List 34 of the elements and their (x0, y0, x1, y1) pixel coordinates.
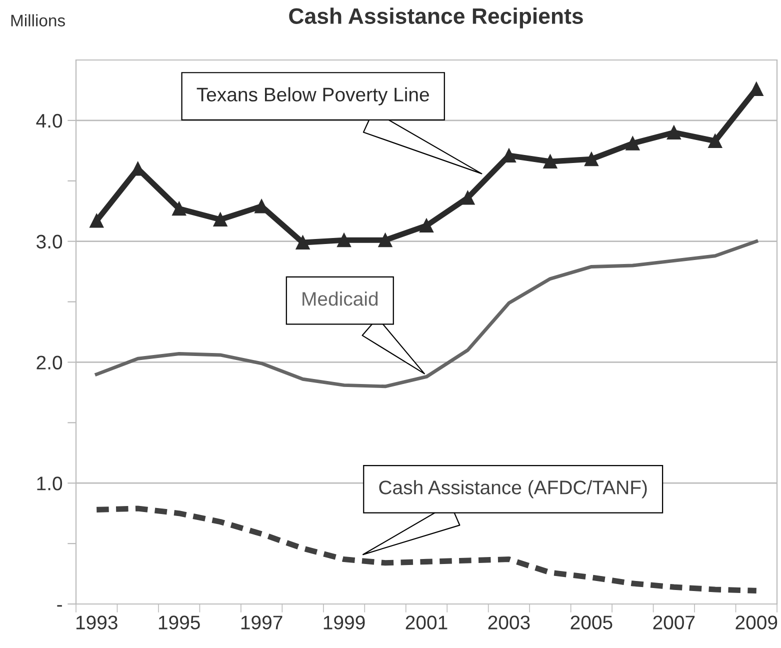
point (749, 82, 764, 96)
chart-title: Cash Assistance Recipients (289, 8, 583, 28)
point (460, 190, 475, 205)
x-tick-label: 2003 (488, 616, 530, 630)
y-tick-label: 4.0 (36, 114, 62, 128)
y-tick-label: - (57, 605, 62, 607)
point (337, 233, 351, 248)
y-tick-label: 2.0 (36, 356, 62, 370)
line-series (94, 240, 758, 388)
point (708, 134, 722, 148)
x-tick-label: 2007 (653, 616, 695, 630)
x-tick-label: 1999 (324, 616, 365, 630)
x-tick-label: 2009 (736, 616, 778, 630)
y-tick-label: 3.0 (36, 234, 62, 249)
text: Cash Assistance (AFDC/TANF) (379, 480, 647, 498)
point (543, 154, 558, 168)
x-tick-label: 2001 (406, 616, 448, 630)
point (626, 136, 640, 150)
text: Texans Below Poverty Line (196, 87, 429, 106)
point (296, 236, 310, 250)
point (378, 233, 392, 248)
x-tick-label: 1993 (76, 616, 118, 630)
point (420, 218, 434, 233)
x-tick-label: 2005 (570, 616, 612, 630)
y-axis-title: Millions (11, 14, 65, 26)
point (584, 152, 598, 166)
point (90, 214, 104, 228)
x-tick-label: 1997 (241, 616, 282, 630)
text: Medicaid (302, 292, 378, 306)
x-tick-label: 1995 (158, 616, 200, 630)
point (213, 212, 228, 227)
point (666, 126, 681, 140)
y-tick-label: 1.0 (37, 476, 62, 490)
point (172, 202, 186, 216)
